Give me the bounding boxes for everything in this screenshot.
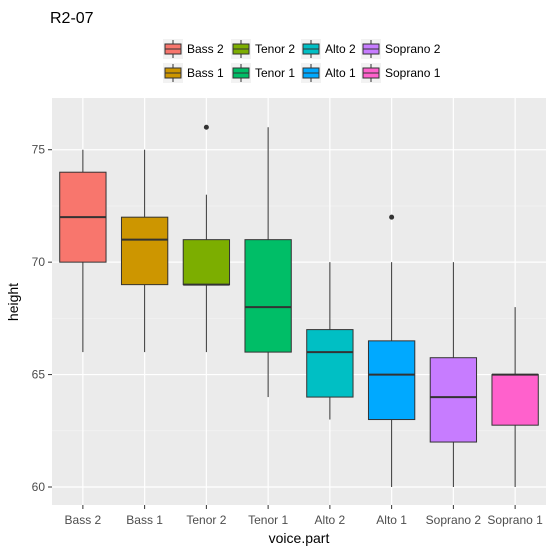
legend: Bass 2 Tenor 2 Alto 2 Soprano 2 Bass 1 Tenor … (163, 39, 441, 83)
box-tenor-2 (182, 124, 231, 353)
box-soprano-2 (429, 262, 478, 488)
box-body (306, 329, 354, 398)
legend-label: Alto 2 (325, 42, 356, 56)
legend-item-soprano-1: Soprano 1 (361, 63, 441, 83)
legend-label: Bass 1 (187, 66, 224, 80)
legend-label: Soprano 2 (385, 42, 441, 56)
x-tick-label: Tenor 1 (248, 513, 288, 527)
y-tick-label: 75 (32, 143, 46, 157)
legend-item-bass-2: Bass 2 (163, 39, 224, 59)
y-axis-label: height (5, 283, 21, 321)
legend-item-tenor-2: Tenor 2 (231, 39, 295, 59)
x-tick-label: Bass 2 (65, 513, 102, 527)
legend-item-tenor-1: Tenor 1 (231, 63, 295, 83)
box-body (367, 340, 416, 421)
box-tenor-1 (244, 127, 292, 398)
plot-panel (52, 98, 546, 505)
x-tick-label: Soprano 1 (487, 513, 543, 527)
outlier-point (203, 124, 209, 130)
box-alto-2 (306, 262, 354, 420)
x-tick-label: Tenor 2 (186, 513, 226, 527)
box-bass-2 (59, 149, 107, 353)
legend-label: Soprano 1 (385, 66, 441, 80)
box-body (244, 239, 292, 353)
legend-item-bass-1: Bass 1 (163, 63, 224, 83)
x-tick-label: Alto 2 (315, 513, 346, 527)
x-axis-label: voice.part (269, 530, 330, 546)
box-body (429, 357, 478, 443)
y-axis: 60 65 70 75 (32, 143, 52, 494)
outlier-point (389, 214, 395, 220)
y-tick-label: 60 (32, 480, 46, 494)
watermark: 科研知识 (468, 524, 548, 548)
box-body (120, 216, 169, 286)
x-tick-label: Bass 1 (126, 513, 163, 527)
box-alto-1 (367, 214, 416, 488)
chart-title: R2-07 (50, 10, 94, 27)
y-tick-label: 70 (32, 255, 46, 269)
legend-item-alto-2: Alto 2 (301, 39, 356, 59)
boxes (59, 124, 539, 488)
x-tick-label: Alto 1 (376, 513, 407, 527)
legend-item-alto-1: Alto 1 (301, 63, 356, 83)
box-bass-1 (120, 149, 169, 353)
box-body (182, 239, 231, 286)
legend-item-soprano-2: Soprano 2 (361, 39, 441, 59)
y-tick-label: 65 (32, 368, 46, 382)
legend-label: Tenor 2 (255, 42, 295, 56)
legend-label: Tenor 1 (255, 66, 295, 80)
legend-label: Alto 1 (325, 66, 356, 80)
legend-label: Bass 2 (187, 42, 224, 56)
x-axis: Bass 2 Bass 1 Tenor 2 Tenor 1 Alto 2 Alto 1 So… (65, 505, 543, 527)
box-body (491, 374, 539, 426)
x-tick-label: Soprano 2 (426, 513, 482, 527)
box-soprano-1 (491, 307, 539, 488)
